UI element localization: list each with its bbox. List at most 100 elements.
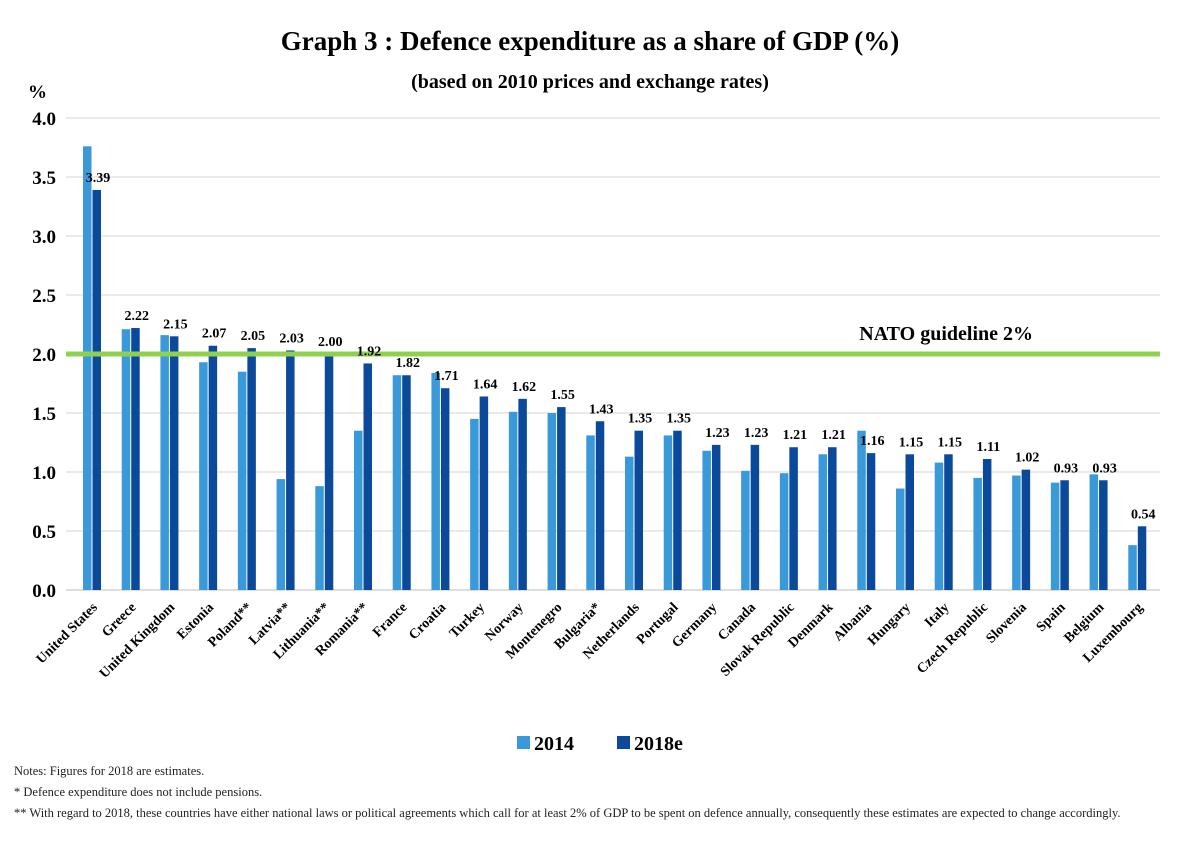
bar-2018e: [324, 354, 334, 590]
data-label: 1.82: [395, 356, 420, 371]
bar-2018e: [208, 345, 218, 590]
legend: 2014 2018e: [517, 733, 683, 755]
data-label: 1.23: [744, 426, 769, 441]
bar-2014: [663, 435, 673, 590]
legend-swatch-2014: [517, 736, 530, 749]
bar-2014: [1128, 545, 1137, 590]
bar-2018e: [402, 375, 411, 590]
data-label: 1.55: [550, 388, 575, 403]
y-axis-ticks: 0.0 0.5 1.0 1.5 2.0 2.5 3.0 3.5 4.0: [32, 109, 56, 602]
category-label: Slovenia: [984, 600, 1030, 646]
bar-2018e: [1021, 469, 1031, 590]
legend-label-2018e: 2018e: [634, 733, 683, 755]
y-tick-label: 2.0: [32, 345, 56, 366]
bar-2018e: [247, 348, 256, 590]
chart-title: Graph 3 : Defence expenditure as a share…: [281, 26, 899, 56]
data-label: 1.71: [434, 369, 459, 384]
bar-2014: [315, 486, 324, 590]
y-tick-label: 3.0: [32, 227, 56, 248]
data-label: 1.21: [821, 428, 846, 443]
data-label: 1.21: [783, 428, 808, 443]
bar-2014: [392, 375, 402, 590]
data-label: 0.54: [1131, 507, 1156, 522]
y-tick-label: 0.0: [32, 581, 56, 602]
bar-2018e: [673, 430, 682, 590]
legend-swatch-2018e: [617, 736, 630, 749]
y-axis-label: %: [28, 82, 47, 103]
bar-2014: [586, 435, 595, 590]
note-pensions: * Defence expenditure does not include p…: [14, 785, 263, 799]
bar-2018e: [557, 407, 566, 590]
bar-2018e: [866, 453, 876, 590]
nato-guideline: NATO guideline 2%: [66, 323, 1160, 357]
chart-subtitle: (based on 2010 prices and exchange rates…: [411, 71, 769, 93]
bar-2014: [470, 418, 479, 590]
data-label: 1.02: [1015, 451, 1040, 466]
bar-2018e: [286, 350, 295, 590]
bar-2018e: [440, 388, 450, 590]
y-tick-label: 1.5: [32, 404, 56, 425]
category-label: Italy: [922, 600, 952, 630]
bar-2018e: [169, 336, 179, 590]
data-label: 1.15: [899, 435, 924, 450]
data-label: 1.23: [705, 426, 730, 441]
data-label: 3.39: [86, 171, 111, 186]
bar-2014: [83, 146, 92, 590]
bar-2014: [431, 372, 440, 590]
y-tick-label: 4.0: [32, 109, 56, 130]
bar-2014: [779, 473, 789, 590]
data-label: 1.64: [473, 377, 498, 392]
bar-2018e: [944, 454, 953, 590]
nato-guideline-line: [66, 351, 1160, 357]
bar-2014: [121, 329, 131, 590]
bar-2014: [857, 430, 866, 590]
bar-2014: [354, 430, 363, 590]
bar-2014: [1089, 474, 1099, 590]
category-label: Turkey: [447, 600, 488, 641]
bar-2018e: [828, 447, 837, 590]
bar-2014: [973, 477, 982, 590]
bar-2018e: [595, 421, 605, 590]
bar-2018e: [1099, 480, 1108, 590]
data-label: 1.16: [860, 434, 885, 449]
bar-2014: [237, 371, 247, 590]
data-label: 1.35: [666, 412, 691, 427]
category-label: Croatia: [406, 600, 449, 643]
data-label: 2.03: [279, 331, 304, 346]
bars: [83, 146, 1147, 591]
data-label: 1.11: [977, 440, 1001, 455]
data-label: 1.15: [937, 435, 962, 450]
y-tick-label: 2.5: [32, 286, 56, 307]
bar-2014: [625, 456, 634, 590]
bar-2014: [276, 479, 286, 590]
data-labels: 3.39 2.22 2.15 2.07 2.05 2.03 2.00 1.92 1.82 1.71…: [86, 171, 1156, 522]
category-label: Czech Republic: [914, 600, 991, 677]
bar-2014: [1012, 475, 1021, 590]
chart-notes: Notes: Figures for 2018 are estimates. *…: [14, 761, 1164, 824]
category-label: United States: [34, 600, 101, 667]
y-tick-label: 0.5: [32, 522, 56, 543]
bar-2014: [508, 411, 518, 590]
bar-2014: [1050, 482, 1060, 590]
data-label: 2.15: [163, 317, 188, 332]
bar-2014: [818, 454, 828, 590]
category-label: Hungary: [865, 600, 914, 649]
note-estimates: Notes: Figures for 2018 are estimates.: [14, 764, 205, 778]
bar-2014: [741, 470, 750, 590]
bar-2014: [199, 362, 208, 590]
bar-2018e: [518, 398, 527, 590]
bar-2018e: [905, 454, 914, 590]
bar-2014: [934, 462, 944, 590]
bar-2018e: [131, 328, 140, 590]
category-label: France: [370, 600, 410, 640]
bar-2018e: [634, 430, 643, 590]
bar-2014: [702, 450, 711, 590]
bar-2014: [160, 335, 169, 590]
data-label: 2.00: [318, 335, 343, 350]
bar-2018e: [982, 459, 992, 590]
data-label: 1.43: [589, 402, 614, 417]
bar-2018e: [711, 444, 721, 590]
note-national-laws: ** With regard to 2018, these countries …: [14, 806, 1121, 820]
nato-guideline-label: NATO guideline 2%: [859, 323, 1033, 345]
